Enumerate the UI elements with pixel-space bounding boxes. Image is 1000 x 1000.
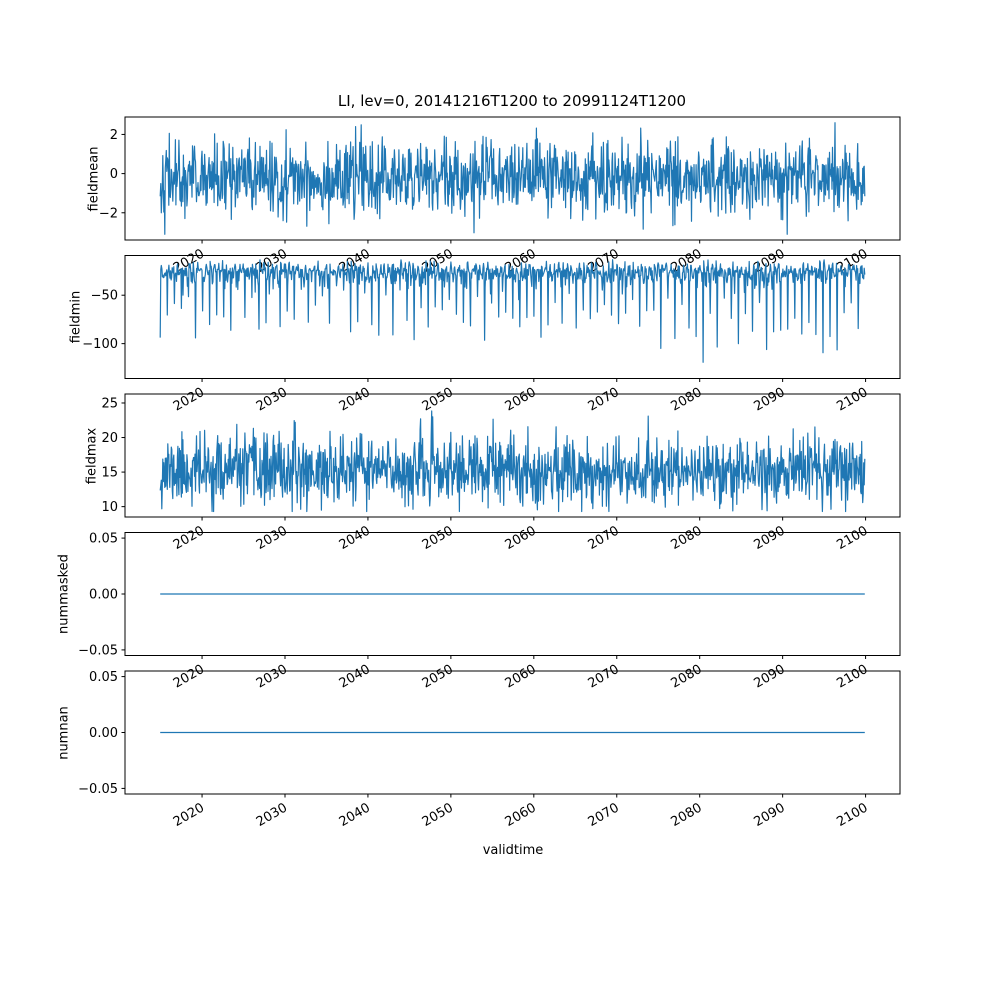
axes-frame [124, 393, 901, 518]
x-tick-label: 2080 [669, 800, 705, 830]
x-tick-label: 2060 [503, 662, 539, 692]
x-tick-label: 2040 [337, 385, 373, 415]
y-tick-label: 10 [101, 500, 118, 515]
y-tick-label: 0.00 [89, 726, 118, 741]
x-tick-label: 2020 [171, 523, 207, 553]
x-tick-label: 2060 [503, 385, 539, 415]
y-axis-label-fieldmean: fieldmean [86, 146, 102, 211]
y-tick-label: −100 [82, 337, 118, 352]
y-tick-label: 15 [101, 466, 118, 481]
x-tick-label: 2040 [337, 662, 373, 692]
chart-title: LI, lev=0, 20141216T1200 to 20991124T120… [337, 92, 687, 110]
x-tick-label: 2090 [751, 800, 787, 830]
y-axis-label-fieldmin: fieldmin [68, 290, 84, 344]
x-axis-label: validtime [482, 843, 544, 858]
x-tick-label: 2020 [171, 800, 207, 830]
y-tick-label: 0.05 [89, 532, 118, 547]
data-line-fieldmax [159, 410, 866, 513]
data-line-fieldmin [159, 259, 866, 363]
x-tick-label: 2080 [669, 385, 705, 415]
x-tick-label: 2020 [171, 385, 207, 415]
axes-frame [124, 116, 901, 241]
x-tick-label: 2030 [254, 662, 290, 692]
x-tick-label: 2070 [586, 523, 622, 553]
y-axis-label-nummasked: nummasked [56, 554, 72, 634]
x-tick-label: 2050 [420, 662, 456, 692]
x-tick-label: 2020 [171, 662, 207, 692]
y-tick-label: 0.00 [89, 588, 118, 603]
x-tick-label: 2070 [586, 800, 622, 830]
y-tick-label: −0.05 [78, 782, 118, 797]
y-tick-label: −50 [91, 289, 118, 304]
x-tick-label: 2040 [337, 800, 373, 830]
y-tick-label: 0 [110, 167, 118, 182]
x-tick-label: 2080 [669, 523, 705, 553]
x-tick-label: 2100 [834, 800, 870, 830]
x-tick-label: 2040 [337, 523, 373, 553]
y-tick-label: −2 [99, 206, 118, 221]
x-tick-label: 2100 [834, 385, 870, 415]
x-tick-label: 2090 [751, 385, 787, 415]
y-axis-label-numnan: numnan [56, 705, 72, 760]
y-tick-label: 0.05 [89, 670, 118, 685]
x-tick-label: 2050 [420, 800, 456, 830]
x-tick-label: 2030 [254, 800, 290, 830]
y-tick-label: 2 [110, 128, 118, 143]
x-tick-label: 2060 [503, 523, 539, 553]
x-tick-label: 2090 [751, 662, 787, 692]
x-tick-label: 2050 [420, 385, 456, 415]
x-tick-label: 2100 [834, 662, 870, 692]
y-tick-label: 25 [101, 396, 118, 411]
x-tick-label: 2070 [586, 385, 622, 415]
y-tick-label: −0.05 [78, 643, 118, 658]
x-tick-label: 2090 [751, 523, 787, 553]
x-tick-label: 2050 [420, 523, 456, 553]
data-line-fieldmean [159, 122, 866, 235]
axes-frame [124, 255, 901, 379]
x-tick-label: 2080 [669, 662, 705, 692]
x-tick-label: 2030 [254, 385, 290, 415]
x-tick-label: 2030 [254, 523, 290, 553]
x-tick-label: 2070 [586, 662, 622, 692]
x-tick-label: 2100 [834, 523, 870, 553]
y-axis-label-fieldmax: fieldmax [84, 427, 100, 484]
x-tick-label: 2060 [503, 800, 539, 830]
y-tick-label: 20 [101, 431, 118, 446]
